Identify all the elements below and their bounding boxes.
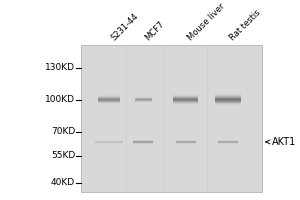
- Bar: [173, 104, 198, 105]
- Bar: [173, 102, 198, 103]
- Bar: [98, 102, 120, 103]
- Text: Rat testis: Rat testis: [228, 8, 262, 42]
- Bar: [215, 97, 241, 98]
- Bar: [98, 100, 120, 101]
- Bar: [215, 99, 241, 100]
- Bar: [173, 97, 198, 98]
- Bar: [215, 93, 241, 94]
- Bar: [215, 105, 241, 106]
- Bar: [215, 103, 241, 104]
- Bar: [98, 96, 120, 97]
- Bar: [173, 95, 198, 96]
- Bar: [135, 102, 152, 103]
- Text: 100KD: 100KD: [45, 95, 75, 104]
- Text: 70KD: 70KD: [51, 127, 75, 136]
- Bar: [215, 102, 241, 103]
- Bar: [98, 95, 120, 96]
- Bar: [173, 94, 198, 95]
- Bar: [173, 96, 198, 97]
- Text: S231-44: S231-44: [109, 11, 140, 42]
- Bar: [173, 101, 198, 102]
- Bar: [98, 103, 120, 104]
- Bar: [173, 103, 198, 104]
- Text: AKT1: AKT1: [266, 137, 296, 147]
- Bar: [215, 104, 241, 105]
- Bar: [173, 100, 198, 101]
- Bar: [135, 98, 152, 99]
- Text: 130KD: 130KD: [45, 63, 75, 72]
- Bar: [135, 99, 152, 100]
- Bar: [98, 99, 120, 100]
- Text: 55KD: 55KD: [51, 151, 75, 160]
- Text: MCF7: MCF7: [143, 19, 166, 42]
- Bar: [81, 45, 262, 192]
- Bar: [215, 98, 241, 99]
- Bar: [173, 98, 198, 99]
- Bar: [98, 98, 120, 99]
- Bar: [98, 97, 120, 98]
- Bar: [135, 100, 152, 101]
- Bar: [173, 99, 198, 100]
- Bar: [215, 100, 241, 101]
- Bar: [215, 96, 241, 97]
- Bar: [135, 96, 152, 97]
- Text: Mouse liver: Mouse liver: [186, 2, 226, 42]
- Bar: [215, 94, 241, 95]
- Bar: [135, 101, 152, 102]
- Bar: [98, 101, 120, 102]
- Bar: [135, 97, 152, 98]
- Bar: [215, 95, 241, 96]
- Bar: [215, 101, 241, 102]
- Text: 40KD: 40KD: [51, 178, 75, 187]
